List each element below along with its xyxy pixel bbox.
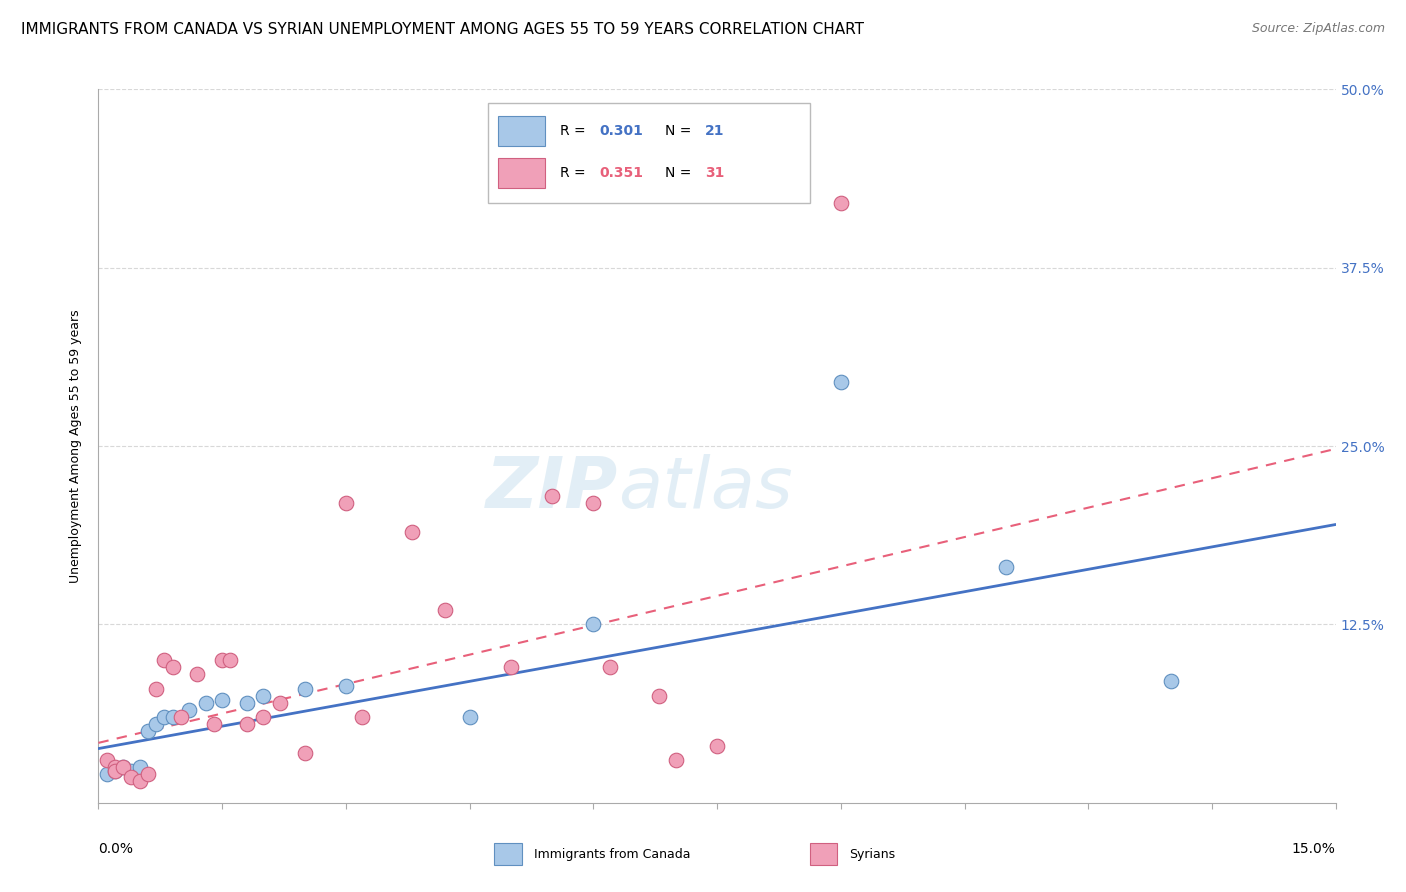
Point (269, 696, 291, 710)
Point (186, 667, 208, 681)
Point (112, 760, 135, 774)
Text: N =: N = (665, 124, 696, 137)
Point (170, 710, 193, 724)
Point (458, 710, 481, 724)
Point (202, 717, 225, 731)
Text: 15.0%: 15.0% (1292, 842, 1336, 856)
Text: 0.351: 0.351 (599, 167, 644, 180)
FancyBboxPatch shape (488, 103, 810, 203)
Point (104, 764, 127, 779)
Text: Syrians: Syrians (849, 847, 896, 861)
Point (252, 710, 274, 724)
Point (499, 660, 522, 674)
Point (136, 724, 159, 739)
Point (136, 767, 159, 781)
Point (433, 603, 456, 617)
Text: 21: 21 (704, 124, 724, 137)
Point (120, 770, 142, 784)
Point (648, 689, 671, 703)
Point (294, 681, 316, 696)
Point (582, 617, 605, 632)
Point (211, 693, 233, 707)
Text: 31: 31 (704, 167, 724, 180)
Point (294, 746, 316, 760)
Y-axis label: Unemployment Among Ages 55 to 59 years: Unemployment Among Ages 55 to 59 years (69, 310, 83, 582)
Point (120, 764, 142, 779)
Point (830, 375, 852, 389)
Point (665, 753, 688, 767)
Text: R =: R = (560, 167, 591, 180)
Point (162, 660, 184, 674)
Point (582, 496, 605, 510)
FancyBboxPatch shape (495, 844, 522, 865)
Point (153, 710, 176, 724)
Text: N =: N = (665, 167, 696, 180)
Point (252, 689, 274, 703)
Point (599, 660, 621, 674)
Text: R =: R = (560, 124, 591, 137)
FancyBboxPatch shape (498, 116, 546, 145)
Point (236, 717, 259, 731)
Point (145, 681, 167, 696)
Point (830, 196, 852, 211)
Point (335, 496, 357, 510)
Text: Immigrants from Canada: Immigrants from Canada (534, 847, 690, 861)
Point (352, 710, 374, 724)
Point (104, 764, 127, 779)
Text: IMMIGRANTS FROM CANADA VS SYRIAN UNEMPLOYMENT AMONG AGES 55 TO 59 YEARS CORRELAT: IMMIGRANTS FROM CANADA VS SYRIAN UNEMPLO… (21, 22, 865, 37)
Point (194, 696, 217, 710)
Point (335, 679, 357, 693)
FancyBboxPatch shape (498, 159, 546, 188)
Point (219, 653, 242, 667)
Text: Source: ZipAtlas.com: Source: ZipAtlas.com (1251, 22, 1385, 36)
Point (706, 739, 728, 753)
Point (128, 774, 150, 789)
Point (994, 560, 1017, 574)
Point (112, 760, 135, 774)
Point (541, 489, 564, 503)
Point (153, 653, 176, 667)
Text: atlas: atlas (619, 454, 793, 524)
Point (211, 653, 233, 667)
Point (104, 760, 127, 774)
Text: 0.0%: 0.0% (98, 842, 134, 856)
Point (236, 696, 259, 710)
FancyBboxPatch shape (810, 844, 837, 865)
Point (401, 524, 423, 539)
Text: ZIP: ZIP (486, 454, 619, 524)
Point (1160, 674, 1182, 689)
Point (162, 710, 184, 724)
Text: 0.301: 0.301 (599, 124, 644, 137)
Point (96, 767, 118, 781)
Point (179, 703, 201, 717)
Point (145, 717, 167, 731)
Point (128, 760, 150, 774)
Point (96, 753, 118, 767)
